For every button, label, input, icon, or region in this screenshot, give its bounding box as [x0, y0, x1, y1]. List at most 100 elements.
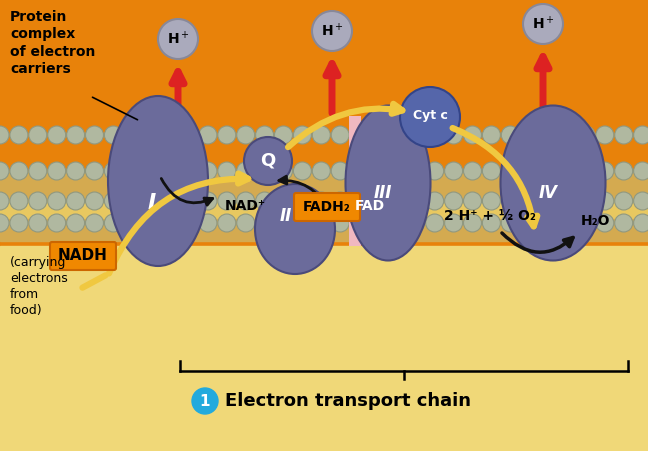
- Circle shape: [10, 192, 28, 210]
- Circle shape: [558, 192, 576, 210]
- Circle shape: [142, 192, 160, 210]
- Circle shape: [312, 126, 330, 144]
- Circle shape: [426, 162, 444, 180]
- Circle shape: [502, 192, 519, 210]
- FancyBboxPatch shape: [294, 193, 360, 221]
- Circle shape: [218, 214, 236, 232]
- Bar: [0, 219, 648, 241]
- Text: FADH₂: FADH₂: [303, 200, 351, 214]
- Circle shape: [294, 192, 312, 210]
- Circle shape: [502, 126, 519, 144]
- Text: H$^+$: H$^+$: [531, 15, 554, 32]
- Ellipse shape: [500, 106, 605, 261]
- Circle shape: [237, 214, 255, 232]
- Circle shape: [104, 214, 122, 232]
- Circle shape: [350, 214, 368, 232]
- Circle shape: [161, 162, 179, 180]
- Circle shape: [142, 126, 160, 144]
- Text: H₂O: H₂O: [580, 214, 610, 228]
- Circle shape: [445, 162, 463, 180]
- Circle shape: [0, 126, 9, 144]
- Circle shape: [237, 192, 255, 210]
- Circle shape: [350, 192, 368, 210]
- Circle shape: [104, 126, 122, 144]
- Circle shape: [577, 192, 595, 210]
- Circle shape: [29, 126, 47, 144]
- Ellipse shape: [345, 106, 430, 261]
- Circle shape: [218, 192, 236, 210]
- Circle shape: [502, 162, 519, 180]
- Circle shape: [255, 162, 273, 180]
- Circle shape: [482, 192, 500, 210]
- Text: FAD: FAD: [355, 199, 385, 213]
- Text: Cyt c: Cyt c: [413, 110, 447, 123]
- Text: III: III: [374, 184, 392, 202]
- Text: NADH: NADH: [58, 249, 108, 263]
- Bar: [349, 116, 361, 246]
- Circle shape: [255, 126, 273, 144]
- Circle shape: [426, 214, 444, 232]
- Circle shape: [577, 126, 595, 144]
- Circle shape: [29, 192, 47, 210]
- Circle shape: [180, 126, 198, 144]
- Circle shape: [388, 126, 406, 144]
- Text: 2 H⁺ + ½ O₂: 2 H⁺ + ½ O₂: [444, 209, 536, 223]
- Circle shape: [0, 162, 9, 180]
- Circle shape: [161, 126, 179, 144]
- Circle shape: [520, 192, 538, 210]
- Circle shape: [29, 214, 47, 232]
- Circle shape: [48, 192, 65, 210]
- Circle shape: [331, 162, 349, 180]
- Circle shape: [445, 214, 463, 232]
- Circle shape: [596, 162, 614, 180]
- Circle shape: [577, 162, 595, 180]
- Circle shape: [350, 162, 368, 180]
- Circle shape: [294, 162, 312, 180]
- Circle shape: [596, 126, 614, 144]
- Circle shape: [482, 214, 500, 232]
- Circle shape: [67, 162, 85, 180]
- Circle shape: [502, 214, 519, 232]
- Circle shape: [331, 214, 349, 232]
- Circle shape: [29, 162, 47, 180]
- Ellipse shape: [108, 96, 208, 266]
- Circle shape: [255, 192, 273, 210]
- Circle shape: [294, 126, 312, 144]
- Circle shape: [123, 126, 141, 144]
- Circle shape: [161, 214, 179, 232]
- Bar: [0, 0, 648, 251]
- Circle shape: [86, 192, 104, 210]
- Text: H$^+$: H$^+$: [321, 23, 343, 40]
- Circle shape: [520, 126, 538, 144]
- Circle shape: [199, 192, 217, 210]
- Circle shape: [407, 192, 425, 210]
- Circle shape: [596, 214, 614, 232]
- Circle shape: [482, 126, 500, 144]
- Circle shape: [218, 162, 236, 180]
- Circle shape: [142, 214, 160, 232]
- Circle shape: [407, 126, 425, 144]
- Circle shape: [218, 126, 236, 144]
- Circle shape: [67, 214, 85, 232]
- Circle shape: [123, 214, 141, 232]
- Circle shape: [180, 214, 198, 232]
- Circle shape: [369, 214, 387, 232]
- Circle shape: [86, 214, 104, 232]
- Circle shape: [520, 162, 538, 180]
- Circle shape: [463, 192, 481, 210]
- Circle shape: [426, 192, 444, 210]
- Circle shape: [180, 192, 198, 210]
- Circle shape: [180, 162, 198, 180]
- Circle shape: [275, 214, 292, 232]
- Circle shape: [634, 192, 648, 210]
- Circle shape: [275, 162, 292, 180]
- Circle shape: [48, 214, 65, 232]
- Circle shape: [369, 162, 387, 180]
- Text: IV: IV: [538, 184, 557, 202]
- Circle shape: [523, 4, 563, 44]
- Circle shape: [407, 162, 425, 180]
- Text: I: I: [148, 193, 156, 213]
- Circle shape: [350, 126, 368, 144]
- Circle shape: [199, 214, 217, 232]
- Circle shape: [445, 192, 463, 210]
